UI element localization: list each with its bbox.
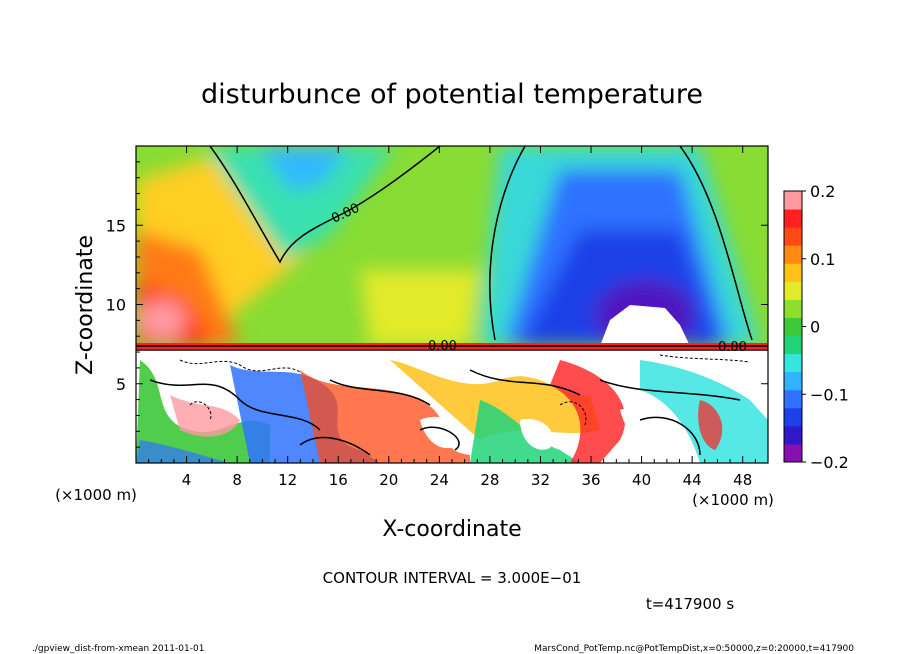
colorbar-swatch [784,299,802,318]
x-tick-label: 8 [232,471,242,489]
colorbar-tick-label: 0.1 [810,250,835,269]
x-unit-label-right: (×1000 m) [692,491,774,509]
colorbar-tick-label: 0.2 [810,182,835,201]
colorbar-swatch [784,209,802,228]
heatmap-field [136,146,768,463]
contour-label: 0.00 [428,339,457,354]
x-tick-label: 32 [531,471,550,489]
colorbar-tick-label: −0.2 [810,453,849,472]
x-tick-label: 28 [480,471,499,489]
x-tick-label: 48 [733,471,752,489]
x-tick-label: 36 [581,471,600,489]
colorbar-swatch [784,353,802,373]
colorbar-swatch [784,389,802,409]
y-axis-title: Z-coordinate [73,235,98,375]
colorbar-swatch [784,407,802,427]
colorbar: 0.2 0.1 0 −0.1 −0.2 [783,182,849,472]
plot-area: 0.00 0.00 0.00 [135,145,769,464]
footer-right: MarsCond_PotTemp.nc@PotTempDist,x=0:5000… [534,644,854,654]
colorbar-swatch [784,263,802,282]
colorbar-tick-label: −0.1 [810,385,849,404]
colorbar-swatch [784,281,802,300]
y-axis: 5 10 15 [106,161,768,448]
x-tick-label: 16 [329,471,348,489]
x-tick-label: 12 [278,471,297,489]
colorbar-swatch [784,227,802,246]
colorbar-swatch [784,191,802,210]
contour-interval: CONTOUR INTERVAL = 3.000E−01 [323,569,582,587]
x-tick-label: 4 [182,471,192,489]
x-axis: 4 8 12 16 20 24 28 32 36 40 44 48 [148,146,756,489]
x-tick-label: 20 [379,471,398,489]
y-tick-label: 10 [106,296,126,315]
colorbar-swatch [784,425,802,445]
x-tick-label: 44 [683,471,702,489]
x-axis-title: X-coordinate [382,517,521,542]
x-unit-label-left: (×1000 m) [55,486,137,504]
colorbar-tick-label: 0 [810,318,820,337]
colorbar-swatch [784,317,802,337]
x-tick-label: 40 [632,471,651,489]
y-tick-label: 5 [116,375,126,394]
colorbar-swatch [784,443,802,463]
chart-title: disturbunce of potential temperature [201,79,703,110]
colorbar-swatch [784,245,802,264]
x-tick-label: 24 [430,471,449,489]
y-tick-label: 15 [106,216,126,235]
contour-label: 0.00 [718,340,747,355]
time-label: t=417900 s [646,595,734,613]
colorbar-swatch [784,371,802,391]
footer-left: ./gpview_dist-from-xmean 2011-01-01 [32,644,204,654]
colorbar-swatch [784,335,802,355]
